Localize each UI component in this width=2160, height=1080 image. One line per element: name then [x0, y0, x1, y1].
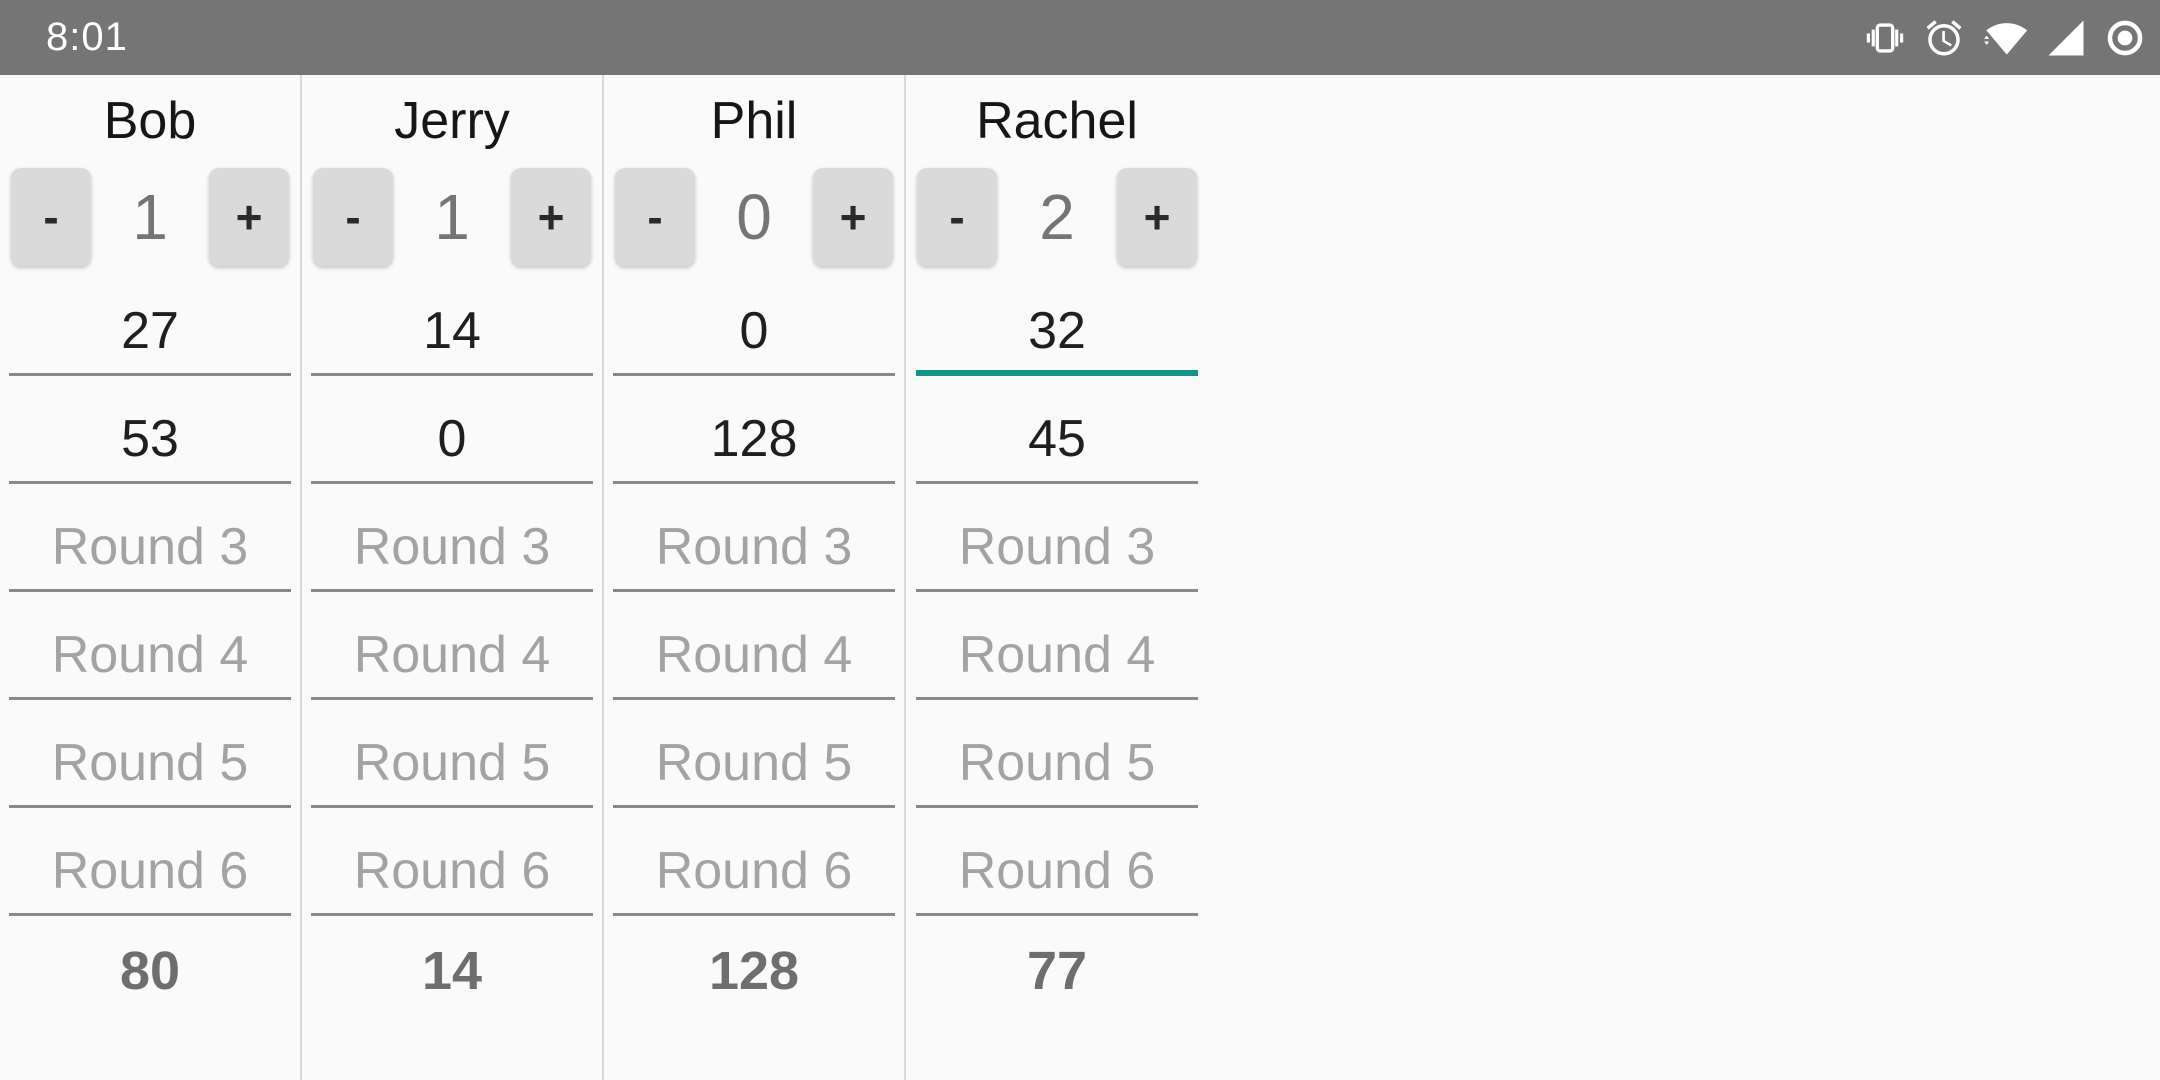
decrement-button[interactable]: -	[917, 168, 997, 266]
player-column-bob: Bob - 1 + 80	[0, 75, 302, 1080]
decrement-button[interactable]: -	[615, 168, 695, 266]
round-6-input[interactable]	[311, 841, 593, 913]
round-5-input[interactable]	[916, 733, 1198, 805]
decrement-button[interactable]: -	[313, 168, 393, 266]
round-2-input[interactable]	[613, 409, 895, 481]
round-cell	[916, 808, 1198, 916]
round-4-input[interactable]	[311, 625, 593, 697]
round-cell	[9, 808, 291, 916]
increment-button[interactable]: +	[1117, 168, 1197, 266]
round-2-input[interactable]	[916, 409, 1198, 481]
round-cell	[9, 484, 291, 592]
counter-value: 1	[434, 181, 470, 253]
player-total: 80	[119, 941, 181, 1001]
round-cell	[9, 268, 291, 376]
player-total: 77	[1026, 941, 1088, 1001]
round-cell	[9, 592, 291, 700]
scoreboard: Bob - 1 + 80 Jerry - 1 +	[0, 75, 2160, 1080]
win-counter-stepper: - 1 +	[302, 168, 602, 266]
player-column-rachel: Rachel - 2 + 77	[906, 75, 1208, 1080]
wifi-icon	[1982, 17, 2028, 59]
round-4-input[interactable]	[916, 625, 1198, 697]
round-6-input[interactable]	[916, 841, 1198, 913]
round-cell	[613, 376, 895, 484]
round-4-input[interactable]	[9, 625, 291, 697]
round-cell	[613, 484, 895, 592]
status-icons	[1864, 17, 2146, 59]
signal-icon	[2045, 17, 2087, 59]
round-cell	[311, 484, 593, 592]
round-3-input[interactable]	[613, 517, 895, 589]
round-2-input[interactable]	[311, 409, 593, 481]
win-counter-stepper: - 2 +	[906, 168, 1208, 266]
player-name[interactable]: Jerry	[394, 92, 510, 150]
round-cell	[916, 700, 1198, 808]
counter-value: 0	[736, 181, 772, 253]
round-3-input[interactable]	[9, 517, 291, 589]
round-cell-focused	[916, 268, 1198, 376]
win-counter-stepper: - 1 +	[0, 168, 300, 266]
decrement-button[interactable]: -	[11, 168, 91, 266]
round-fields	[916, 268, 1198, 916]
round-1-input[interactable]	[311, 301, 593, 373]
player-total: 128	[708, 941, 800, 1001]
round-cell	[311, 700, 593, 808]
round-cell	[311, 268, 593, 376]
data-saver-icon	[2104, 17, 2146, 59]
player-name[interactable]: Bob	[103, 92, 197, 150]
round-cell	[613, 592, 895, 700]
round-5-input[interactable]	[9, 733, 291, 805]
round-5-input[interactable]	[311, 733, 593, 805]
round-3-input[interactable]	[311, 517, 593, 589]
round-cell	[311, 592, 593, 700]
round-2-input[interactable]	[9, 409, 291, 481]
increment-button[interactable]: +	[511, 168, 591, 266]
round-cell	[9, 700, 291, 808]
round-1-input[interactable]	[916, 301, 1198, 370]
round-fields	[613, 268, 895, 916]
round-cell	[613, 268, 895, 376]
round-6-input[interactable]	[613, 841, 895, 913]
player-column-jerry: Jerry - 1 + 14	[302, 75, 604, 1080]
alarm-icon	[1923, 17, 1965, 59]
player-name[interactable]: Phil	[710, 92, 798, 150]
round-4-input[interactable]	[613, 625, 895, 697]
round-1-input[interactable]	[613, 301, 895, 373]
player-name[interactable]: Rachel	[976, 92, 1138, 150]
round-fields	[9, 268, 291, 916]
round-fields	[311, 268, 593, 916]
round-cell	[916, 376, 1198, 484]
round-cell	[916, 484, 1198, 592]
round-5-input[interactable]	[613, 733, 895, 805]
round-cell	[613, 700, 895, 808]
round-3-input[interactable]	[916, 517, 1198, 589]
round-1-input[interactable]	[9, 301, 291, 373]
round-cell	[916, 592, 1198, 700]
win-counter-stepper: - 0 +	[604, 168, 904, 266]
round-cell	[9, 376, 291, 484]
round-cell	[311, 808, 593, 916]
player-total: 14	[421, 941, 483, 1001]
counter-value: 1	[132, 181, 168, 253]
round-cell	[613, 808, 895, 916]
round-cell	[311, 376, 593, 484]
status-bar: 8:01	[0, 0, 2160, 75]
clock-time: 8:01	[46, 15, 128, 59]
vibrate-icon	[1864, 17, 1906, 59]
counter-value: 2	[1039, 181, 1075, 253]
player-column-phil: Phil - 0 + 128	[604, 75, 906, 1080]
round-6-input[interactable]	[9, 841, 291, 913]
increment-button[interactable]: +	[813, 168, 893, 266]
increment-button[interactable]: +	[209, 168, 289, 266]
